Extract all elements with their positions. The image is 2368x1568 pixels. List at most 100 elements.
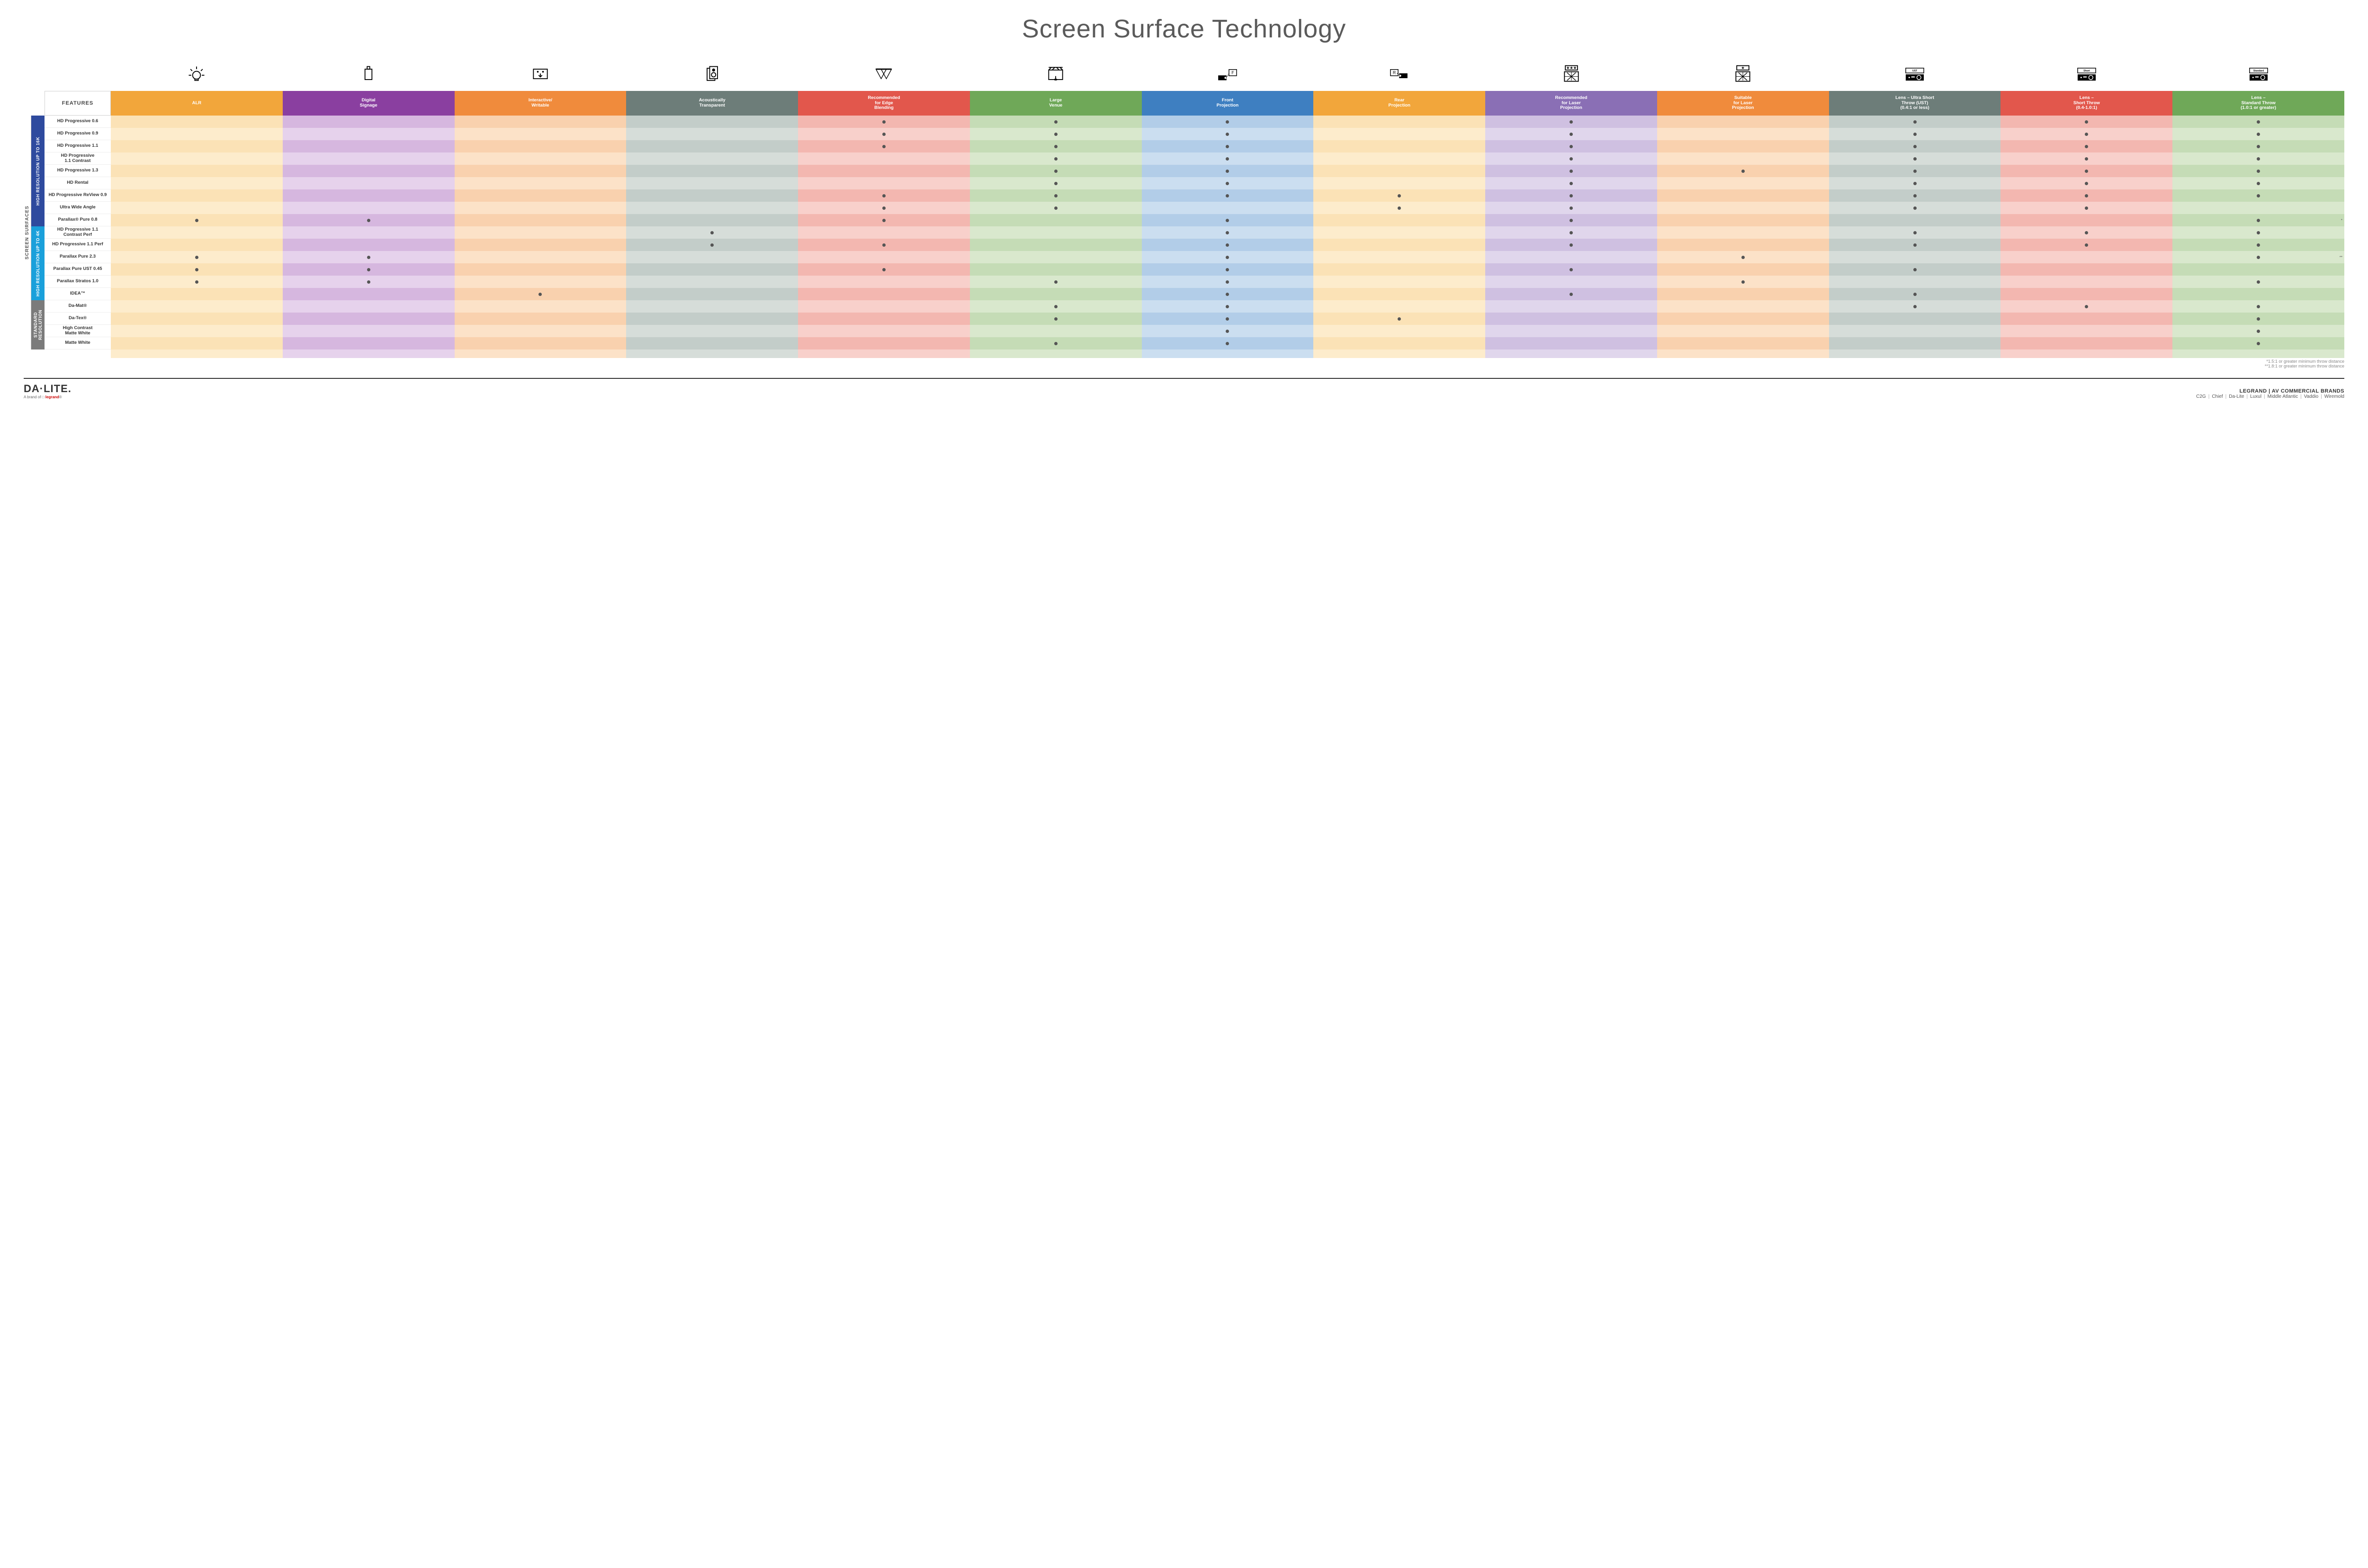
cell [283, 214, 455, 226]
cell [970, 288, 1142, 300]
row-label: HD Progressive 1.1 [45, 140, 111, 152]
cell [1485, 313, 1657, 325]
footer: DA·LITE. A brand of □ legrand® LEGRAND |… [24, 378, 2344, 399]
dot-icon [1226, 305, 1229, 308]
cell [1313, 189, 1485, 202]
dot-icon [195, 268, 198, 271]
cell [1485, 251, 1657, 263]
cell [1485, 140, 1657, 152]
cell [455, 165, 627, 177]
cell [626, 313, 798, 325]
svg-text:★★★: ★★★ [1566, 66, 1576, 70]
dot-icon [2085, 120, 2088, 124]
cell [1313, 116, 1485, 128]
cell [1485, 128, 1657, 140]
dot-icon [2257, 317, 2260, 321]
dot-icon [1913, 182, 1917, 185]
dot-icon [538, 293, 542, 296]
dot-icon [2085, 170, 2088, 173]
dot-icon [1226, 194, 1229, 197]
cell [1829, 177, 2001, 189]
dot-icon [367, 280, 370, 284]
cell [1657, 325, 1829, 337]
cell [111, 251, 283, 263]
acoustic-icon [626, 58, 798, 91]
dot-icon [2085, 182, 2088, 185]
dot-icon [1570, 231, 1573, 234]
cell [1485, 226, 1657, 239]
cell [1142, 128, 1314, 140]
cell [1313, 152, 1485, 165]
cell [283, 128, 455, 140]
svg-text:Standard: Standard [2253, 70, 2263, 72]
cell [1313, 263, 1485, 276]
cell [2000, 300, 2172, 313]
cell [970, 239, 1142, 251]
cell [626, 202, 798, 214]
cell [1829, 128, 2001, 140]
cell [1829, 152, 2001, 165]
dot-icon [2257, 280, 2260, 284]
cell [1657, 152, 1829, 165]
dot-icon [1913, 194, 1917, 197]
dot-icon [710, 243, 714, 247]
suitlaser-icon: ★ [1657, 58, 1829, 91]
col-header-acoustic: AcousticallyTransparent [626, 91, 798, 116]
cell [2172, 300, 2344, 313]
dot-icon [1054, 120, 1058, 124]
row-label: Parallax Pure UST 0.45 [45, 263, 111, 276]
cell [455, 189, 627, 202]
cell [2172, 337, 2344, 349]
dot-icon [1226, 231, 1229, 234]
cell [2172, 189, 2344, 202]
logo-block: DA·LITE. A brand of □ legrand® [24, 383, 72, 399]
cell [283, 177, 455, 189]
cell [798, 165, 970, 177]
cell [1142, 214, 1314, 226]
cell [626, 239, 798, 251]
cell [1829, 226, 2001, 239]
cell [798, 226, 970, 239]
cell [1657, 288, 1829, 300]
dot-icon [1054, 170, 1058, 173]
dot-icon [2085, 231, 2088, 234]
col-header-ust: Lens – Ultra ShortThrow (UST)(0.4:1 or l… [1829, 91, 2001, 116]
cell [2000, 276, 2172, 288]
cell [1657, 226, 1829, 239]
cell [1313, 300, 1485, 313]
dot-icon [882, 268, 886, 271]
edge-icon [798, 58, 970, 91]
row-label: HD Progressive 1.1 Perf [45, 239, 111, 251]
cell [798, 152, 970, 165]
svg-text:F: F [1231, 70, 1234, 75]
dot-icon [1226, 268, 1229, 271]
dot-icon [1741, 280, 1745, 284]
dot-icon [1226, 182, 1229, 185]
brands-list: C2G|Chief|Da-Lite|Luxul|Middle Atlantic|… [2196, 394, 2344, 399]
row-label: HD Progressive 1.1Contrast Perf [45, 226, 111, 239]
cell [2172, 276, 2344, 288]
dot-icon [2085, 206, 2088, 210]
col-header-edge: Recommendedfor EdgeBlending [798, 91, 970, 116]
cell [970, 325, 1142, 337]
cell [283, 165, 455, 177]
svg-text:Short: Short [2083, 70, 2090, 72]
col-header-alr: ALR [111, 91, 283, 116]
cell [1142, 300, 1314, 313]
cell [111, 276, 283, 288]
cell [455, 300, 627, 313]
interactive-icon [455, 58, 627, 91]
dot-icon [2257, 170, 2260, 173]
cell [1657, 116, 1829, 128]
dot-icon [1570, 243, 1573, 247]
cell [626, 263, 798, 276]
cell [1142, 239, 1314, 251]
cell [455, 214, 627, 226]
cell [111, 325, 283, 337]
cell [2172, 325, 2344, 337]
cell [455, 226, 627, 239]
cell [798, 239, 970, 251]
row-label: HD Progressive ReView 0.9 [45, 189, 111, 202]
cell [626, 288, 798, 300]
cell [2000, 202, 2172, 214]
